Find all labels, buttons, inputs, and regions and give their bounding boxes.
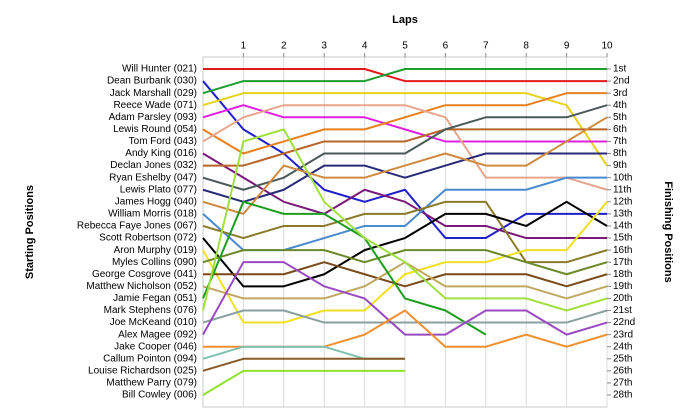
driver-label: Jamie Fegan (051) [113, 293, 197, 304]
driver-line [202, 92, 608, 167]
y2-tick-label: 23rd [613, 329, 633, 340]
driver-label: Matthew Nicholson (052) [86, 281, 197, 292]
driver-label: Callum Pointon (094) [103, 353, 197, 364]
driver-label: Reece Wade (071) [113, 100, 197, 111]
driver-label: William Morris (018) [108, 209, 197, 220]
driver-line [203, 128, 607, 167]
driver-label: Jake Cooper (046) [114, 341, 197, 352]
driver-line [202, 201, 608, 324]
x-tick-label: 8 [523, 41, 529, 52]
y2-tick-label: 16th [613, 245, 632, 256]
y2-tick-label: 5th [613, 112, 627, 123]
driver-line [202, 92, 607, 155]
x-tick-label: 6 [443, 41, 449, 52]
driver-label: James Hogg (040) [115, 196, 197, 207]
driver-line [202, 104, 607, 143]
x-tick-label: 9 [564, 41, 570, 52]
y2-tick-label: 15th [613, 233, 632, 244]
driver-label: Bill Cowley (006) [122, 390, 197, 401]
driver-line [202, 152, 607, 203]
x-tick-label: 3 [321, 41, 327, 52]
x-tick-label: 7 [483, 41, 489, 52]
y2-tick-label: 27th [613, 378, 632, 389]
y2-axis-label: Finishing Positions [662, 181, 674, 282]
y2-tick-label: 6th [613, 124, 627, 135]
driver-label: Tom Ford (043) [129, 136, 197, 147]
y2-tick-label: 7th [613, 136, 627, 147]
y2-tick-label: 20th [613, 293, 632, 304]
y2-tick-label: 21st [613, 305, 632, 316]
driver-line [203, 261, 608, 288]
y2-tick-label: 17th [613, 257, 632, 268]
driver-line [202, 68, 607, 95]
driver-line [202, 200, 608, 264]
driver-label: Lewis Plato (077) [120, 184, 197, 195]
driver-label: Adam Parsley (093) [109, 112, 197, 123]
y2-tick-label: 2nd [613, 76, 630, 87]
x-tick-label: 1 [241, 41, 247, 52]
y2-tick-label: 24th [613, 341, 632, 352]
driver-label: George Cosgrove (041) [92, 269, 197, 280]
y2-tick-label: 28th [613, 390, 632, 401]
driver-label: Jack Marshall (029) [110, 88, 197, 99]
driver-label: Dean Burbank (030) [107, 76, 197, 87]
driver-label: Mark Stephens (076) [104, 305, 197, 316]
x-tick-label: 2 [281, 41, 287, 52]
driver-label: Aron Murphy (019) [114, 245, 197, 256]
chart-title: Laps [392, 14, 418, 26]
y2-tick-label: 25th [613, 353, 632, 364]
x-tick-label: 5 [402, 41, 408, 52]
driver-line [202, 369, 405, 396]
driver-label: Rebecca Faye Jones (067) [77, 221, 197, 232]
y2-tick-label: 26th [613, 365, 632, 376]
x-tick-label: 10 [601, 41, 613, 52]
y2-tick-label: 1st [613, 64, 627, 75]
driver-line [202, 309, 608, 324]
y2-tick-label: 12th [613, 196, 632, 207]
driver-label: Will Hunter (021) [122, 64, 197, 75]
driver-line [202, 200, 487, 336]
driver-label: Joe McKeand (010) [110, 317, 197, 328]
driver-line [202, 261, 608, 336]
driver-label: Matthew Parry (079) [106, 378, 197, 389]
driver-label: Myles Collins (090) [112, 257, 197, 268]
y2-tick-label: 19th [613, 281, 632, 292]
y2-tick-label: 4th [613, 100, 627, 111]
y2-tick-label: 8th [613, 148, 627, 159]
driver-label: Ryan Eshelby (047) [109, 172, 197, 183]
y2-tick-label: 22nd [613, 317, 635, 328]
driver-label: Louise Richardson (025) [88, 365, 197, 376]
driver-line [202, 116, 608, 215]
driver-label: Scott Robertson (072) [99, 233, 197, 244]
driver-label: Lewis Round (054) [113, 124, 197, 135]
y2-tick-label: 14th [613, 221, 632, 232]
driver-line [202, 249, 608, 276]
driver-line [202, 200, 608, 288]
y2-tick-label: 10th [613, 172, 632, 183]
driver-line [202, 128, 608, 312]
y2-tick-label: 18th [613, 269, 632, 280]
y2-tick-label: 11th [613, 184, 632, 195]
x-tick-label: 4 [362, 41, 368, 52]
y2-tick-label: 13th [613, 209, 632, 220]
driver-label: Alex Magee (092) [118, 329, 197, 340]
y2-tick-label: 9th [613, 160, 627, 171]
y2-tick-label: 3rd [613, 88, 627, 99]
driver-line [202, 104, 608, 191]
driver-label: Declan Jones (032) [110, 160, 197, 171]
y-axis-label: Starting Positions [24, 185, 36, 279]
driver-line [202, 357, 405, 372]
driver-label: Andy King (016) [125, 148, 197, 159]
driver-line [203, 68, 607, 83]
